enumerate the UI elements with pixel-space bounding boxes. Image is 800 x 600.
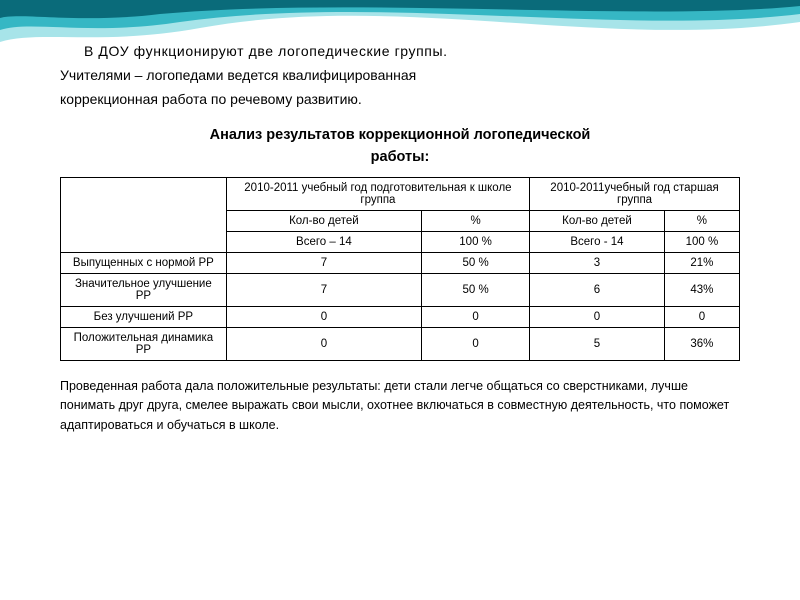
row-label: Положительная динамика РР xyxy=(61,327,227,360)
cell: 0 xyxy=(226,327,421,360)
cell: 43% xyxy=(664,273,739,306)
sub-pct-1: % xyxy=(422,210,530,231)
cell: 50 % xyxy=(422,252,530,273)
table-row: Выпущенных с нормой РР 7 50 % 3 21% xyxy=(61,252,740,273)
cell: 0 xyxy=(226,306,421,327)
row-label: Без улучшений РР xyxy=(61,306,227,327)
subtitle-line-2: работы: xyxy=(60,147,740,169)
cell: 7 xyxy=(226,273,421,306)
results-table: 2010-2011 учебный год подготовительная к… xyxy=(60,177,740,361)
table-corner-cell xyxy=(61,177,227,252)
cell: 36% xyxy=(664,327,739,360)
cell: 3 xyxy=(530,252,665,273)
intro-line-1: В ДОУ функционируют две логопедические г… xyxy=(60,40,740,64)
conclusion-paragraph: Проведенная работа дала положительные ре… xyxy=(60,377,740,435)
cell: 6 xyxy=(530,273,665,306)
sub-pct-2: % xyxy=(664,210,739,231)
header-group-2: 2010-2011учебный год старшая группа xyxy=(530,177,740,210)
header-group-1: 2010-2011 учебный год подготовительная к… xyxy=(226,177,529,210)
intro-line-3: коррекционная работа по речевому развити… xyxy=(60,88,740,112)
total-pct-2: 100 % xyxy=(664,231,739,252)
cell: 5 xyxy=(530,327,665,360)
row-label: Выпущенных с нормой РР xyxy=(61,252,227,273)
sub-count-1: Кол-во детей xyxy=(226,210,421,231)
cell: 7 xyxy=(226,252,421,273)
table-row: Без улучшений РР 0 0 0 0 xyxy=(61,306,740,327)
total-pct-1: 100 % xyxy=(422,231,530,252)
table-row: Положительная динамика РР 0 0 5 36% xyxy=(61,327,740,360)
cell: 0 xyxy=(530,306,665,327)
analysis-subtitle: Анализ результатов коррекционной логопед… xyxy=(60,125,740,169)
cell: 0 xyxy=(422,327,530,360)
cell: 0 xyxy=(422,306,530,327)
cell: 21% xyxy=(664,252,739,273)
row-label: Значительное улучшение РР xyxy=(61,273,227,306)
subtitle-line-1: Анализ результатов коррекционной логопед… xyxy=(60,125,740,147)
total-label-1: Всего – 14 xyxy=(226,231,421,252)
cell: 50 % xyxy=(422,273,530,306)
intro-line-2: Учителями – логопедами ведется квалифици… xyxy=(60,64,740,88)
total-label-2: Всего - 14 xyxy=(530,231,665,252)
slide-content: В ДОУ функционируют две логопедические г… xyxy=(0,0,800,455)
sub-count-2: Кол-во детей xyxy=(530,210,665,231)
table-row: Значительное улучшение РР 7 50 % 6 43% xyxy=(61,273,740,306)
cell: 0 xyxy=(664,306,739,327)
table-header-row-1: 2010-2011 учебный год подготовительная к… xyxy=(61,177,740,210)
intro-paragraph: В ДОУ функционируют две логопедические г… xyxy=(60,40,740,111)
